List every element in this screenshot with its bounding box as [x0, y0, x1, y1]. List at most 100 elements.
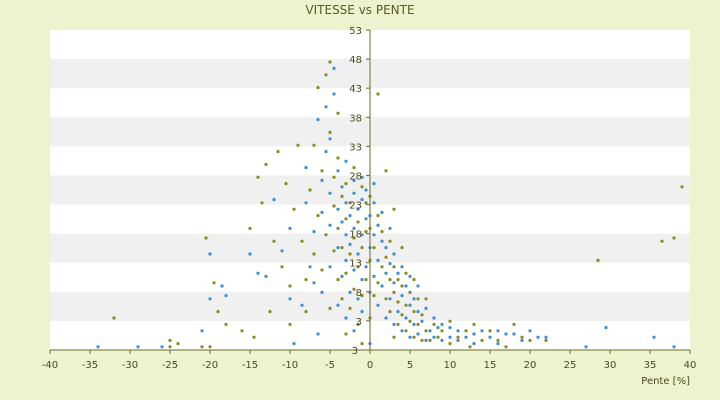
series-a-point	[364, 188, 368, 192]
x-tick-label: 0	[367, 360, 373, 371]
series-b-point	[376, 281, 380, 285]
series-b-point	[396, 300, 400, 304]
series-a-point	[328, 137, 332, 141]
y-tick-label: 18	[349, 230, 362, 241]
series-a-point	[288, 226, 292, 230]
series-b-point	[340, 297, 344, 301]
series-a-point	[400, 294, 404, 298]
series-a-point	[344, 316, 348, 320]
series-b-point	[416, 322, 420, 326]
series-a-point	[320, 178, 324, 182]
series-a-point	[424, 338, 428, 342]
series-a-point	[356, 297, 360, 301]
series-a-point	[352, 178, 356, 182]
series-a-point	[496, 329, 500, 333]
series-b-point	[264, 162, 268, 166]
series-a-point	[388, 262, 392, 266]
series-b-point	[388, 310, 392, 314]
series-b-point	[392, 265, 396, 269]
y-tick-label: 48	[349, 55, 362, 66]
series-a-point	[424, 306, 428, 310]
x-tick-label: 25	[564, 360, 577, 371]
series-b-point	[356, 220, 360, 224]
series-b-point	[304, 310, 308, 314]
chart-title: VITESSE vs PENTE	[305, 3, 414, 17]
series-a-point	[356, 207, 360, 211]
series-a-point	[360, 198, 364, 202]
series-b-point	[472, 322, 476, 326]
series-a-point	[340, 185, 344, 189]
x-tick-label: -40	[42, 360, 58, 371]
series-a-point	[408, 335, 412, 339]
series-b-point	[336, 278, 340, 282]
series-b-point	[324, 233, 328, 237]
series-b-point	[596, 258, 600, 262]
series-a-point	[456, 329, 460, 333]
series-a-point	[488, 335, 492, 339]
series-b-point	[372, 294, 376, 298]
series-b-point	[256, 175, 260, 179]
series-a-point	[416, 284, 420, 288]
series-b-point	[392, 335, 396, 339]
series-a-point	[220, 284, 224, 288]
series-a-point	[520, 338, 524, 342]
series-a-point	[344, 233, 348, 237]
series-b-point	[512, 322, 516, 326]
series-a-point	[380, 284, 384, 288]
series-b-point	[364, 230, 368, 234]
series-a-point	[356, 252, 360, 256]
series-a-point	[396, 310, 400, 314]
series-a-point	[584, 345, 588, 349]
x-tick-label: 30	[604, 360, 617, 371]
series-a-point	[336, 169, 340, 173]
series-a-point	[320, 210, 324, 214]
series-a-point	[324, 150, 328, 154]
series-a-point	[472, 342, 476, 346]
series-b-point	[364, 201, 368, 205]
y-tick-label: 53	[349, 26, 362, 37]
series-a-point	[412, 322, 416, 326]
series-b-point	[400, 313, 404, 317]
series-a-point	[328, 223, 332, 227]
series-a-point	[344, 159, 348, 163]
series-b-point	[380, 265, 384, 269]
series-a-point	[400, 329, 404, 333]
series-a-point	[248, 252, 252, 256]
series-a-point	[360, 278, 364, 282]
series-b-point	[352, 287, 356, 291]
series-b-point	[328, 130, 332, 134]
series-b-point	[252, 335, 256, 339]
series-a-point	[360, 233, 364, 237]
series-a-point	[352, 329, 356, 333]
series-a-point	[376, 258, 380, 262]
series-b-point	[360, 294, 364, 298]
series-b-point	[400, 284, 404, 288]
series-b-point	[424, 329, 428, 333]
series-a-point	[472, 332, 476, 336]
series-b-point	[660, 239, 664, 243]
series-b-point	[456, 335, 460, 339]
series-b-point	[468, 345, 472, 349]
series-b-point	[384, 255, 388, 259]
series-b-point	[224, 322, 228, 326]
series-a-point	[300, 303, 304, 307]
series-b-point	[248, 226, 252, 230]
series-b-point	[328, 306, 332, 310]
series-a-point	[96, 345, 100, 349]
series-a-point	[304, 166, 308, 170]
series-b-point	[272, 239, 276, 243]
series-a-point	[408, 274, 412, 278]
series-b-point	[520, 335, 524, 339]
series-b-point	[464, 329, 468, 333]
series-a-point	[372, 201, 376, 205]
series-a-point	[348, 214, 352, 218]
series-a-point	[408, 303, 412, 307]
series-a-point	[512, 332, 516, 336]
x-tick-label: -25	[162, 360, 178, 371]
series-b-point	[480, 338, 484, 342]
series-a-point	[652, 335, 656, 339]
series-b-point	[504, 345, 508, 349]
series-b-point	[432, 322, 436, 326]
series-b-point	[388, 239, 392, 243]
series-a-point	[400, 265, 404, 269]
